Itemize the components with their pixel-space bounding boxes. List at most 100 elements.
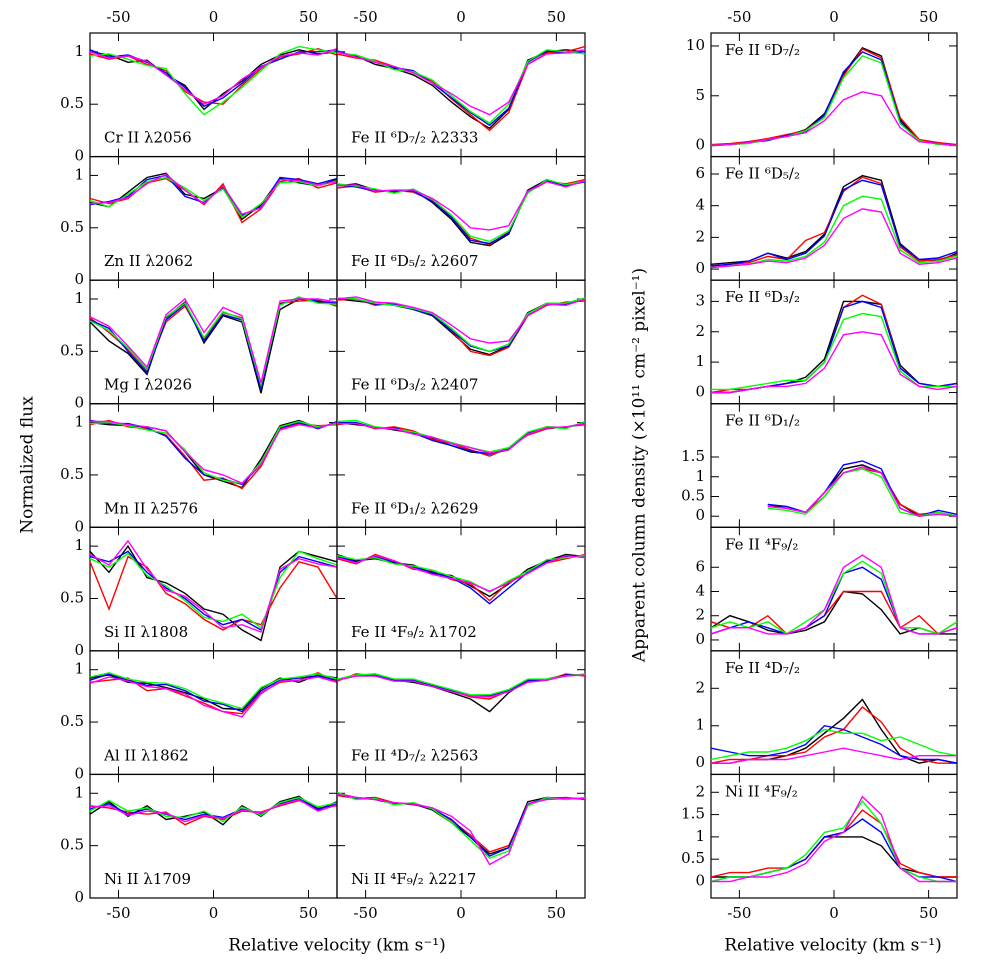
panel-label: Zn II λ2062 bbox=[104, 252, 193, 270]
y-tick-label: 0 bbox=[695, 259, 705, 277]
y-tick-label: 10 bbox=[686, 36, 705, 54]
panel-label: Fe II ⁶D₃/₂ λ2407 bbox=[351, 376, 478, 394]
y-tick-label: 1 bbox=[695, 716, 705, 734]
spectrum-line bbox=[336, 49, 586, 124]
y-tick-label: 2 bbox=[695, 606, 705, 624]
spectrum-line bbox=[90, 420, 338, 485]
spectrum-line bbox=[89, 799, 338, 826]
spectrum-line bbox=[89, 296, 338, 388]
x-tick-label: 50 bbox=[547, 8, 566, 26]
y-tick-label: 0 bbox=[695, 753, 705, 771]
y-tick-label: 0.5 bbox=[60, 588, 84, 606]
y-tick-label: 2 bbox=[695, 322, 705, 340]
spectrum-line bbox=[337, 422, 586, 454]
spectrum-line bbox=[89, 673, 338, 713]
spectrum-line bbox=[711, 747, 957, 764]
spectrum-line bbox=[89, 676, 338, 718]
panel-label: Fe II ⁶D₁/₂ λ2629 bbox=[351, 499, 478, 517]
spectrum-line bbox=[336, 674, 586, 698]
spectrum-line bbox=[89, 798, 338, 823]
spectrum-line bbox=[767, 466, 958, 517]
panel-label: Ni II ⁴F₉/₂ bbox=[725, 782, 798, 800]
y-tick-label: 2 bbox=[695, 678, 705, 696]
spectrum-line bbox=[710, 179, 958, 267]
spectrum-line bbox=[710, 176, 958, 267]
spectrum-line bbox=[336, 554, 586, 592]
y-tick-label: 0.5 bbox=[60, 465, 84, 483]
spectrum-line bbox=[336, 296, 586, 344]
spectrum-line bbox=[710, 48, 958, 146]
x-tick-label: 50 bbox=[299, 904, 318, 922]
x-tick-label: 0 bbox=[209, 8, 219, 26]
panel-label: Fe II ⁴F₉/₂ bbox=[725, 535, 798, 553]
y-tick-label: 1 bbox=[695, 827, 705, 845]
x-tick-label: 0 bbox=[456, 8, 466, 26]
y-tick-label: 0 bbox=[695, 871, 705, 889]
spectrum-line bbox=[89, 173, 338, 216]
y-tick-label: 0 bbox=[695, 382, 705, 400]
y-tick-label: 0 bbox=[74, 270, 84, 288]
spectrum-line bbox=[710, 590, 958, 635]
panel-label: Fe II ⁶D₅/₂ λ2607 bbox=[351, 252, 478, 270]
y-tick-label: 5 bbox=[695, 86, 705, 104]
y-tick-label: 6 bbox=[695, 557, 705, 575]
y-tick-label: 1 bbox=[74, 783, 84, 801]
y-tick-label: 0.5 bbox=[60, 836, 84, 854]
spectrum-line bbox=[89, 544, 338, 642]
y-tick-label: 4 bbox=[695, 581, 705, 599]
spectrum-line bbox=[710, 728, 958, 761]
y-tick-label: 0.5 bbox=[60, 341, 84, 359]
y-tick-label: 2 bbox=[695, 782, 705, 800]
y-tick-label: 0.5 bbox=[60, 94, 84, 112]
y-axis-label: Normalized flux bbox=[18, 396, 38, 534]
panel-label: Cr II λ2056 bbox=[104, 129, 192, 147]
spectrum-line bbox=[89, 672, 338, 710]
panel-label: Fe II ⁶D₃/₂ bbox=[725, 288, 800, 306]
spectrum-line bbox=[711, 836, 957, 878]
spectrum-line bbox=[767, 464, 958, 517]
spectrum-line bbox=[710, 724, 958, 764]
spectrum-line bbox=[336, 45, 586, 132]
y-tick-label: 0 bbox=[695, 506, 705, 524]
x-tick-label: 50 bbox=[919, 904, 938, 922]
x-tick-label: -50 bbox=[727, 8, 751, 26]
spectrum-line bbox=[336, 553, 586, 598]
x-tick-label: -50 bbox=[354, 904, 378, 922]
spectrum-line bbox=[711, 300, 958, 394]
y-tick-label: 0 bbox=[74, 641, 84, 659]
x-tick-label: 0 bbox=[209, 904, 219, 922]
y-tick-label: 1.5 bbox=[681, 805, 705, 823]
y-axis-label: Apparent column density (×10¹¹ cm⁻² pixe… bbox=[630, 268, 650, 663]
y-tick-label: 0 bbox=[74, 764, 84, 782]
y-tick-label: 1 bbox=[695, 352, 705, 370]
y-tick-label: 3 bbox=[695, 291, 705, 309]
y-tick-label: 1 bbox=[74, 413, 84, 431]
x-tick-label: 50 bbox=[547, 904, 566, 922]
spectrum-line bbox=[336, 792, 585, 857]
x-tick-label: 0 bbox=[829, 8, 839, 26]
spectrum-line bbox=[89, 555, 338, 631]
spectrum-line bbox=[89, 177, 338, 224]
panel-label: Fe II ⁴F₉/₂ λ1702 bbox=[351, 623, 477, 641]
y-tick-label: 0 bbox=[74, 888, 84, 906]
spectrum-line bbox=[710, 800, 957, 883]
panel-label: Fe II ⁶D₇/₂ bbox=[725, 41, 800, 59]
spectrum-line bbox=[336, 297, 586, 353]
panel-label: Si II λ1808 bbox=[104, 623, 188, 641]
x-tick-label: -50 bbox=[106, 904, 130, 922]
spectrum-line bbox=[89, 297, 338, 383]
spectrum-line bbox=[89, 48, 338, 106]
x-tick-label: 0 bbox=[456, 904, 466, 922]
y-tick-label: 6 bbox=[695, 164, 705, 182]
y-tick-label: 4 bbox=[695, 196, 705, 214]
spectrum-line bbox=[336, 180, 586, 231]
panel-label: Mg I λ2026 bbox=[104, 376, 192, 394]
y-tick-label: 0.5 bbox=[681, 486, 705, 504]
panel-label: Mn II λ2576 bbox=[104, 499, 198, 517]
spectrum-line bbox=[710, 560, 958, 635]
spectrum-line bbox=[711, 331, 958, 394]
spectrum-line bbox=[336, 791, 586, 860]
spectrum-line bbox=[336, 178, 586, 243]
y-tick-label: 1 bbox=[695, 467, 705, 485]
spectrum-line bbox=[336, 673, 586, 696]
